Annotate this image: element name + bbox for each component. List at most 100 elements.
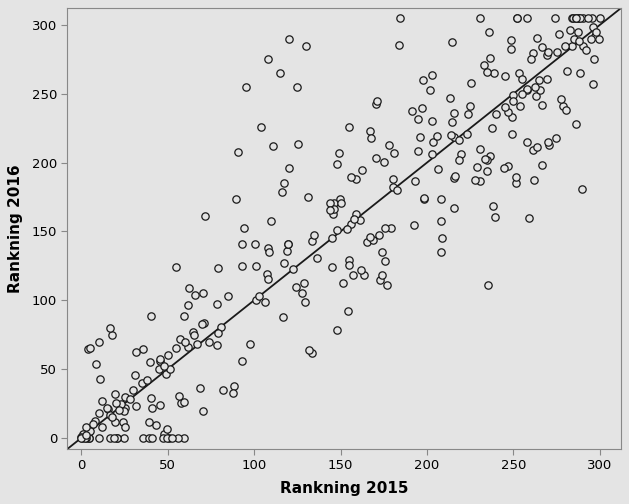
Point	[572, 14, 582, 22]
Point	[418, 76, 428, 84]
Point	[432, 132, 442, 140]
Point	[586, 35, 596, 43]
Point	[338, 279, 348, 287]
Point	[268, 142, 278, 150]
Point	[577, 14, 587, 22]
Point	[85, 427, 95, 435]
Point	[377, 248, 387, 256]
Point	[528, 146, 538, 154]
Point	[372, 97, 382, 105]
Point	[332, 160, 342, 168]
Point	[375, 276, 385, 284]
Point	[125, 395, 135, 403]
Point	[237, 262, 247, 270]
Point	[147, 394, 157, 402]
Point	[147, 434, 157, 442]
Point	[260, 298, 270, 306]
Point	[109, 434, 119, 442]
Point	[470, 176, 480, 184]
Point	[250, 262, 260, 270]
Point	[282, 240, 292, 248]
Point	[96, 375, 106, 383]
Point	[183, 301, 193, 309]
Point	[195, 384, 205, 392]
Point	[119, 407, 129, 415]
Point	[263, 244, 273, 253]
Point	[446, 132, 456, 140]
Point	[557, 95, 567, 103]
Point	[197, 320, 207, 328]
Point	[213, 329, 223, 337]
Point	[131, 348, 142, 356]
Point	[357, 166, 367, 174]
Point	[521, 14, 532, 22]
Point	[543, 48, 553, 56]
Point	[84, 434, 94, 442]
Point	[237, 240, 247, 248]
Point	[253, 292, 264, 300]
Point	[366, 134, 376, 142]
Point	[283, 240, 293, 248]
Point	[173, 434, 183, 442]
Point	[374, 231, 384, 239]
Point	[84, 345, 94, 353]
Point	[521, 85, 532, 93]
Point	[456, 150, 466, 158]
Point	[229, 382, 239, 390]
Point	[447, 38, 457, 46]
Point	[560, 41, 571, 49]
Point	[180, 338, 190, 346]
Point	[84, 434, 94, 442]
Point	[216, 323, 226, 331]
Point	[76, 432, 86, 440]
Point	[588, 81, 598, 89]
Point	[301, 41, 311, 49]
Point	[484, 28, 494, 36]
Point	[199, 319, 209, 327]
Point	[120, 393, 130, 401]
Point	[389, 149, 399, 157]
Point	[508, 91, 518, 99]
Point	[147, 404, 157, 412]
Point	[284, 35, 294, 43]
Point	[299, 298, 309, 306]
Point	[413, 114, 423, 122]
Point	[449, 133, 459, 141]
Point	[574, 37, 584, 45]
Point	[308, 349, 318, 357]
Point	[380, 224, 390, 232]
Point	[436, 248, 446, 256]
Point	[212, 299, 222, 307]
Point	[174, 392, 184, 400]
Point	[131, 402, 142, 410]
Point	[528, 175, 538, 183]
Point	[491, 110, 501, 118]
Point	[410, 176, 420, 184]
Point	[252, 296, 262, 304]
Point	[120, 423, 130, 431]
Y-axis label: Rankning 2016: Rankning 2016	[8, 164, 23, 293]
Point	[454, 136, 464, 144]
Point	[138, 434, 148, 442]
Point	[130, 371, 140, 379]
Point	[85, 344, 95, 352]
Point	[535, 86, 545, 94]
Point	[76, 434, 86, 442]
Point	[309, 231, 319, 239]
Point	[594, 35, 604, 43]
Point	[145, 358, 155, 366]
Point	[328, 210, 338, 218]
Point	[223, 292, 233, 300]
Point	[94, 338, 104, 346]
Point	[279, 259, 289, 267]
Point	[517, 75, 527, 83]
Point	[191, 291, 201, 299]
Point	[78, 430, 88, 438]
Point	[503, 108, 513, 116]
Point	[448, 204, 459, 212]
Point	[386, 224, 396, 232]
Point	[567, 14, 577, 22]
Point	[77, 434, 87, 442]
Point	[105, 434, 115, 442]
Point	[528, 49, 538, 57]
